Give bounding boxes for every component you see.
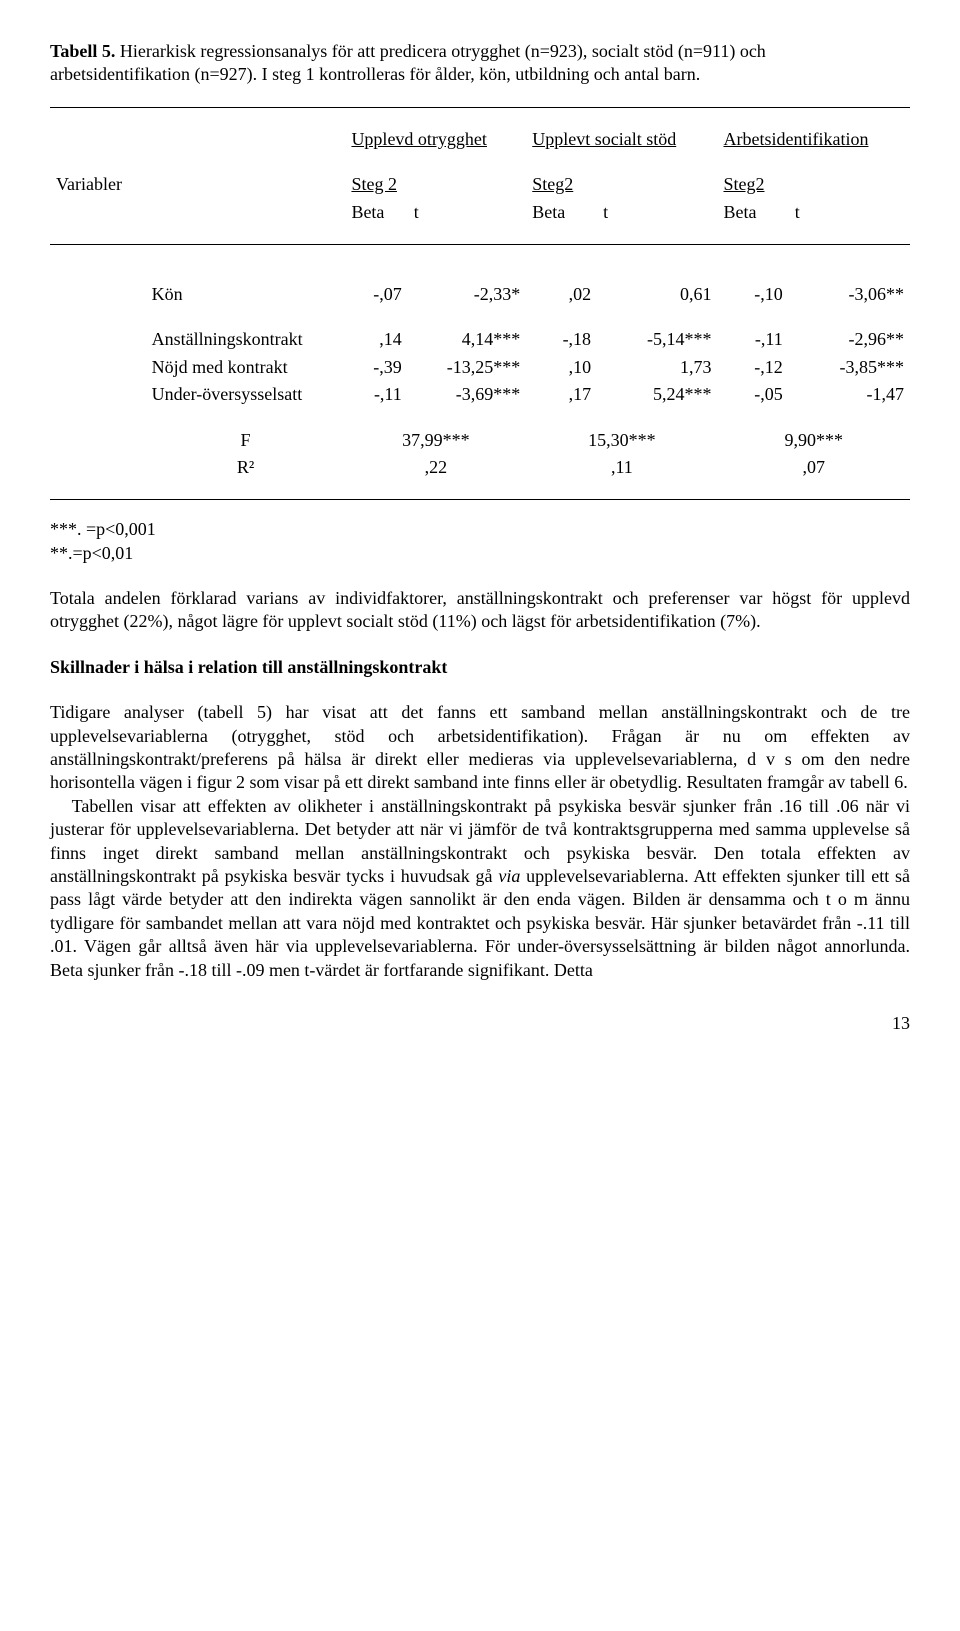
cell: -1,47 xyxy=(789,381,910,408)
row-label: Under-översysselsatt xyxy=(146,381,346,408)
step-header-row: Variabler Steg 2 Steg2 Steg2 xyxy=(50,171,910,198)
sub-beta-2: Beta xyxy=(526,199,597,226)
cell: 4,14*** xyxy=(408,326,526,353)
cell: -2,33* xyxy=(408,281,526,308)
page-number: 13 xyxy=(50,1012,910,1035)
cell: -2,96** xyxy=(789,326,910,353)
step-label-3: Steg2 xyxy=(717,171,910,198)
cell: -,39 xyxy=(345,354,407,381)
cell: -,10 xyxy=(717,281,788,308)
cell: -3,85*** xyxy=(789,354,910,381)
cell: ,14 xyxy=(345,326,407,353)
section-heading: Skillnader i hälsa i relation till anstä… xyxy=(50,656,910,679)
group-header-2: Upplevt socialt stöd xyxy=(526,126,717,153)
table-caption: Tabell 5. Hierarkisk regressionsanalys f… xyxy=(50,40,910,87)
sub-t-1: t xyxy=(408,199,526,226)
table-caption-text: Hierarkisk regressionsanalys för att pre… xyxy=(50,41,766,84)
table-row: Under-översysselsatt -,11 -3,69*** ,17 5… xyxy=(50,381,910,408)
sub-t-3: t xyxy=(789,199,910,226)
cell: ,10 xyxy=(526,354,597,381)
cell: -,11 xyxy=(345,381,407,408)
sub-t-2: t xyxy=(597,199,717,226)
sub-beta-1: Beta xyxy=(345,199,407,226)
cell: -,11 xyxy=(717,326,788,353)
main-paragraph-block: Tidigare analyser (tabell 5) har visat a… xyxy=(50,701,910,982)
paragraph: Tabellen visar att effekten av olikheter… xyxy=(50,795,910,982)
footnote-line: **.=p<0,01 xyxy=(50,542,910,565)
step-label-2: Steg2 xyxy=(526,171,717,198)
group-header-row: Upplevd otrygghet Upplevt socialt stöd A… xyxy=(50,126,910,153)
summary-cell: 37,99*** xyxy=(345,427,526,454)
cell: ,17 xyxy=(526,381,597,408)
summary-label: R² xyxy=(146,454,346,481)
cell: -5,14*** xyxy=(597,326,717,353)
cell: 5,24*** xyxy=(597,381,717,408)
italic-word: via xyxy=(498,866,520,886)
cell: -,05 xyxy=(717,381,788,408)
cell: -,18 xyxy=(526,326,597,353)
cell: -13,25*** xyxy=(408,354,526,381)
row-label: Nöjd med kontrakt xyxy=(146,354,346,381)
summary-label: F xyxy=(146,427,346,454)
cell: 0,61 xyxy=(597,281,717,308)
table-footnotes: ***. =p<0,001 **.=p<0,01 xyxy=(50,518,910,565)
cell: -3,69*** xyxy=(408,381,526,408)
row-label: Kön xyxy=(146,281,346,308)
variabler-label: Variabler xyxy=(50,171,146,198)
summary-row: R² ,22 ,11 ,07 xyxy=(50,454,910,481)
summary-cell: 15,30*** xyxy=(526,427,717,454)
regression-table: Upplevd otrygghet Upplevt socialt stöd A… xyxy=(50,107,910,501)
cell: -3,06** xyxy=(789,281,910,308)
table-caption-label: Tabell 5. xyxy=(50,41,115,61)
summary-cell: 9,90*** xyxy=(717,427,910,454)
footnote-line: ***. =p<0,001 xyxy=(50,518,910,541)
summary-cell: ,22 xyxy=(345,454,526,481)
step-label-1: Steg 2 xyxy=(345,171,526,198)
table-row: Anställningskontrakt ,14 4,14*** -,18 -5… xyxy=(50,326,910,353)
group-header-3: Arbetsidentifikation xyxy=(717,126,910,153)
cell: ,02 xyxy=(526,281,597,308)
table-row: Kön -,07 -2,33* ,02 0,61 -,10 -3,06** xyxy=(50,281,910,308)
summary-row: F 37,99*** 15,30*** 9,90*** xyxy=(50,427,910,454)
row-label: Anställningskontrakt xyxy=(146,326,346,353)
summary-cell: ,11 xyxy=(526,454,717,481)
sub-beta-3: Beta xyxy=(717,199,788,226)
paragraph: Tidigare analyser (tabell 5) har visat a… xyxy=(50,701,910,795)
cell: 1,73 xyxy=(597,354,717,381)
summary-cell: ,07 xyxy=(717,454,910,481)
sub-header-row: Beta t Beta t Beta t xyxy=(50,199,910,226)
group-header-1: Upplevd otrygghet xyxy=(345,126,526,153)
table-row: Nöjd med kontrakt -,39 -13,25*** ,10 1,7… xyxy=(50,354,910,381)
cell: -,07 xyxy=(345,281,407,308)
cell: -,12 xyxy=(717,354,788,381)
paragraph-total-variance: Totala andelen förklarad varians av indi… xyxy=(50,587,910,634)
